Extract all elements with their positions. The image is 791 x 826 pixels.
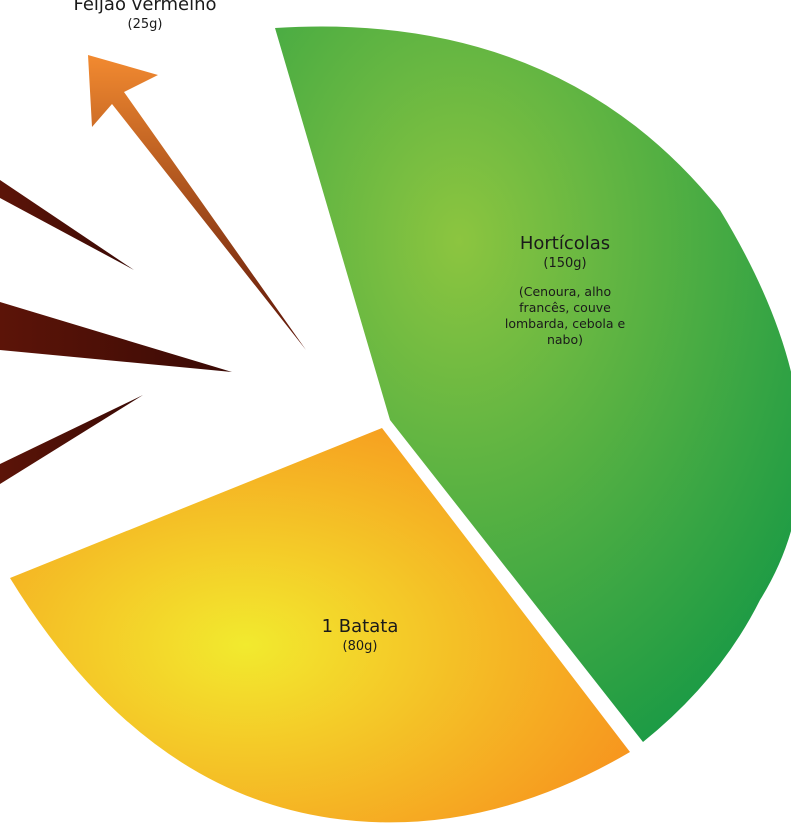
- ray-1: [0, 180, 134, 270]
- label-batata-amount: (80g): [342, 639, 378, 654]
- label-feijao: Feijão vermelho (25g): [40, 0, 250, 33]
- slice-horticolas: [275, 26, 791, 742]
- slice-batata: [10, 428, 630, 823]
- label-feijao-amount: (25g): [127, 17, 163, 32]
- ray-2: [0, 302, 232, 372]
- ray-3: [0, 395, 143, 484]
- label-horticolas-note: (Cenoura, alho francês, couve lombarda, …: [504, 284, 626, 347]
- label-batata: 1 Batata (80g): [295, 616, 425, 655]
- arrow-feijao: [88, 55, 306, 350]
- label-feijao-name: Feijão vermelho: [73, 0, 217, 15]
- label-horticolas-amount: (150g): [543, 256, 587, 271]
- label-horticolas: Hortícolas (150g) (Cenoura, alho francês…: [490, 233, 640, 348]
- label-horticolas-name: Hortícolas: [519, 233, 611, 254]
- label-batata-name: 1 Batata: [321, 616, 399, 637]
